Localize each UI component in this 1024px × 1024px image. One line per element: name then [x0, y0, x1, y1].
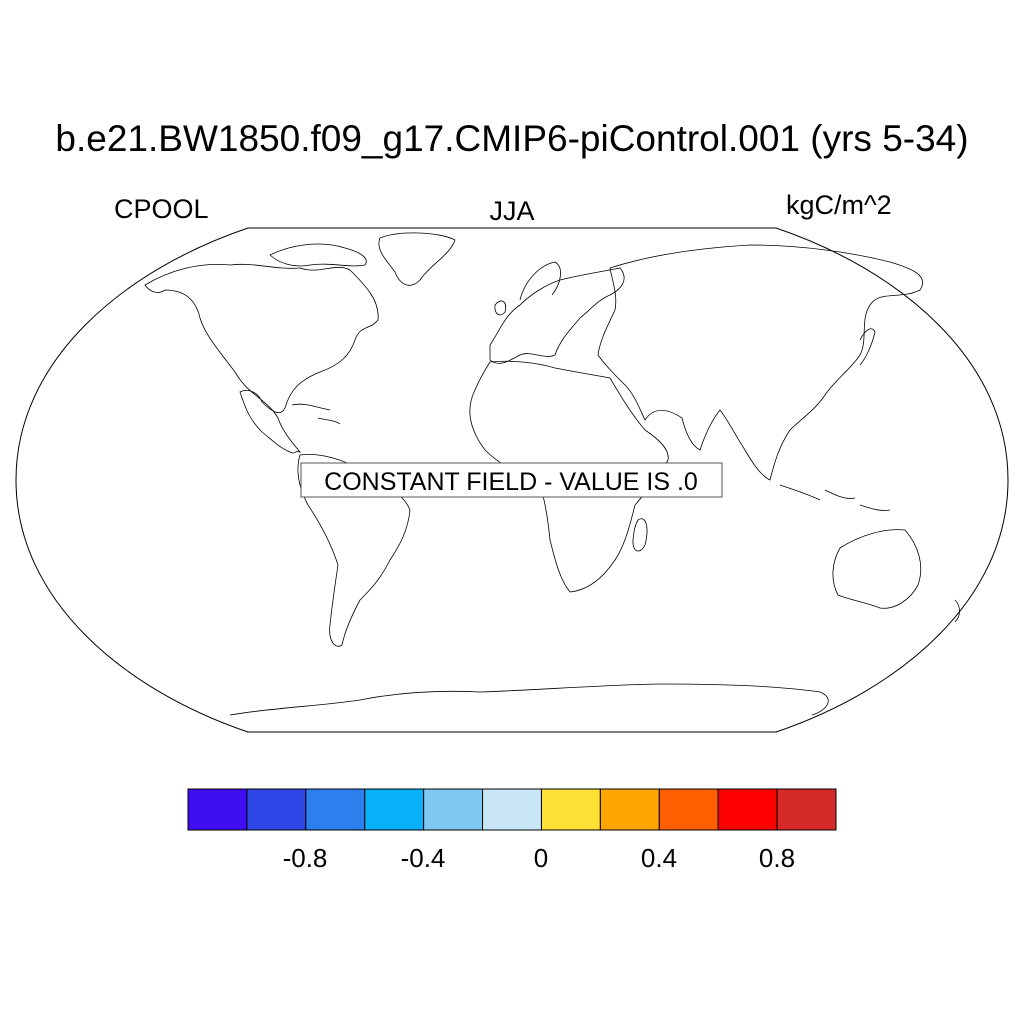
- colorbar-tick-label: -0.4: [401, 843, 446, 873]
- coast-europe: [489, 267, 625, 364]
- coastlines: [144, 232, 960, 716]
- plot-title: b.e21.BW1850.f09_g17.CMIP6-piControl.001…: [55, 118, 969, 159]
- colorbar-tick-label: -0.8: [283, 843, 328, 873]
- notice-text: CONSTANT FIELD - VALUE IS .0: [324, 468, 698, 496]
- colorbar-box: [599, 788, 660, 831]
- colorbar-box: [246, 788, 307, 831]
- colorbar-box: [776, 788, 837, 831]
- coast-madagascar: [632, 518, 648, 552]
- season-label: JJA: [489, 196, 535, 226]
- coast-british-isles: [494, 300, 507, 316]
- colorbar: [187, 788, 837, 831]
- coast-australia: [832, 529, 922, 609]
- constant-field-notice: CONSTANT FIELD - VALUE IS .0: [300, 462, 723, 498]
- colorbar-box: [187, 788, 248, 831]
- coast-asia: [597, 244, 923, 481]
- coast-japan: [859, 328, 876, 366]
- colorbar-labels: -0.8 -0.4 0 0.4 0.8: [283, 843, 795, 873]
- colorbar-box: [423, 788, 484, 831]
- colorbar-box: [717, 788, 778, 831]
- coast-caribbean: [291, 403, 341, 425]
- colorbar-box: [658, 788, 719, 831]
- colorbar-box: [364, 788, 425, 831]
- notice-box: [300, 462, 723, 498]
- coast-africa: [469, 360, 669, 593]
- units-label: kgC/m^2: [786, 190, 892, 220]
- coast-indonesia: [779, 484, 891, 511]
- coast-north-america: [144, 263, 379, 454]
- coast-scandinavia: [519, 261, 561, 301]
- colorbar-tick-label: 0.4: [641, 843, 677, 873]
- colorbar-tick-label: 0.8: [759, 843, 795, 873]
- colorbar-tick-label: 0: [534, 843, 548, 873]
- coast-new-zealand: [954, 599, 960, 623]
- coast-greenland: [378, 232, 456, 286]
- colorbar-box: [305, 788, 366, 831]
- variable-label: CPOOL: [114, 194, 209, 224]
- colorbar-box: [540, 788, 601, 831]
- colorbar-box: [482, 788, 542, 831]
- coast-antarctica: [229, 683, 829, 716]
- coast-arctic-islands: [269, 243, 367, 267]
